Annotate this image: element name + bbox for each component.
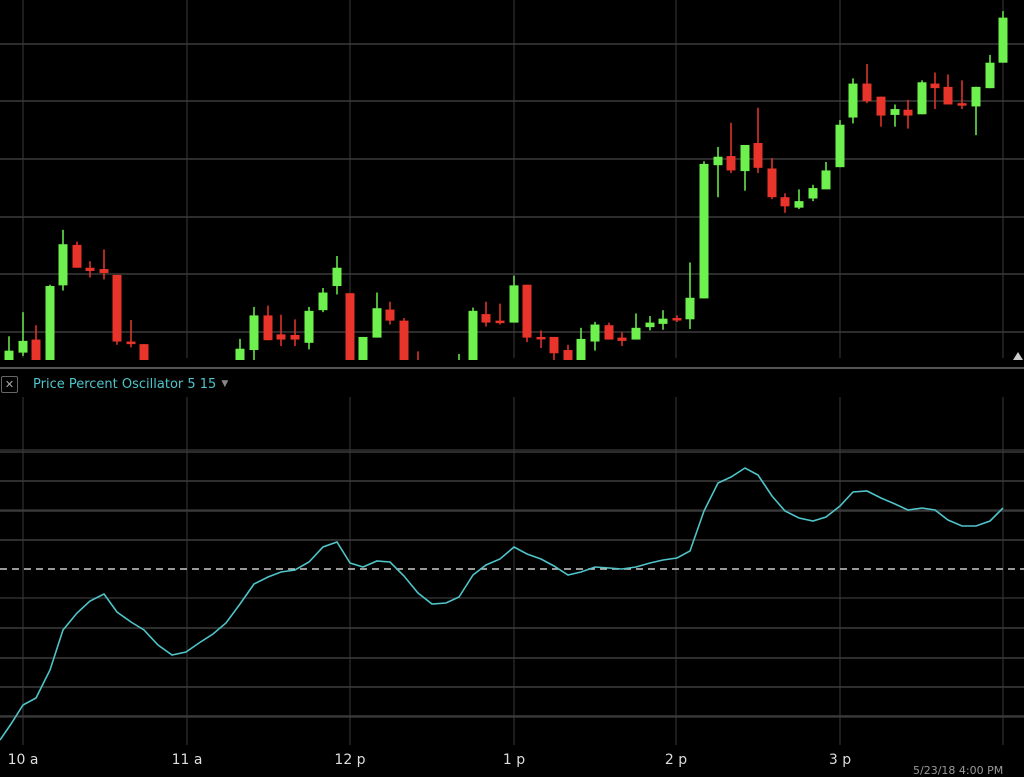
candle xyxy=(740,144,750,191)
candle xyxy=(458,353,460,360)
candle xyxy=(85,261,95,278)
candle xyxy=(658,310,668,330)
candle xyxy=(31,325,41,360)
candle xyxy=(45,284,55,360)
candle xyxy=(318,287,328,313)
candle xyxy=(481,301,491,327)
candle xyxy=(304,306,314,350)
candle xyxy=(699,161,709,299)
candle xyxy=(536,330,546,349)
candle xyxy=(4,336,14,360)
price-chart[interactable] xyxy=(0,0,1024,360)
candle xyxy=(604,322,614,340)
candle xyxy=(876,96,886,127)
candle xyxy=(753,107,763,174)
candle xyxy=(249,306,259,360)
candle xyxy=(767,158,777,200)
candle xyxy=(685,262,695,330)
candle xyxy=(590,321,600,351)
candle xyxy=(290,319,300,347)
oscillator-line xyxy=(0,467,1004,741)
panel-divider[interactable] xyxy=(0,367,1024,369)
candle xyxy=(794,189,804,209)
candle xyxy=(971,86,981,136)
candle xyxy=(672,315,682,322)
close-indicator-button[interactable]: ✕ xyxy=(1,375,18,393)
oscillator-chart[interactable] xyxy=(0,390,1024,745)
indicator-title[interactable]: Price Percent Oscillator 5 15 xyxy=(33,376,217,392)
candle xyxy=(576,327,586,360)
candle xyxy=(713,146,723,198)
candle xyxy=(917,80,927,115)
candle xyxy=(139,344,149,360)
scroll-up-icon[interactable] xyxy=(1012,351,1024,361)
candle xyxy=(957,80,967,110)
candle xyxy=(509,275,519,323)
candle xyxy=(126,319,136,348)
candle xyxy=(372,292,382,338)
candle xyxy=(998,11,1008,63)
x-tick-label: 10 a xyxy=(7,752,39,768)
indicator-header: ✕ Price Percent Oscillator 5 15 ▼ xyxy=(0,372,400,396)
x-tick-label: 2 p xyxy=(664,752,688,768)
candle xyxy=(522,284,532,343)
candle xyxy=(808,184,818,202)
candle xyxy=(726,122,736,174)
candle xyxy=(862,63,872,104)
candle xyxy=(848,78,858,124)
candle xyxy=(930,72,940,110)
candle xyxy=(358,336,368,360)
x-tick-label: 1 p xyxy=(502,752,526,768)
x-tick-label: 11 a xyxy=(171,752,203,768)
caret-down-icon[interactable]: ▼ xyxy=(221,379,229,389)
candle xyxy=(18,312,28,356)
candle xyxy=(495,303,505,325)
candle xyxy=(399,318,409,360)
x-tick-label: 12 p xyxy=(334,752,366,768)
candle xyxy=(563,344,573,360)
candle xyxy=(631,313,641,340)
candle xyxy=(549,336,559,360)
candle xyxy=(617,332,627,347)
candle xyxy=(821,161,831,190)
candle xyxy=(72,241,82,268)
candle xyxy=(58,229,68,291)
x-icon: ✕ xyxy=(4,377,15,391)
candle xyxy=(332,255,342,295)
candle xyxy=(235,338,245,360)
candle xyxy=(112,274,122,345)
x-tick-label: 3 p xyxy=(828,752,852,768)
candle xyxy=(276,314,286,347)
candle xyxy=(263,305,273,341)
candle xyxy=(890,104,900,127)
candle xyxy=(780,193,790,213)
candle xyxy=(645,316,655,331)
candle xyxy=(99,249,109,280)
candle xyxy=(417,351,419,360)
candle xyxy=(903,99,913,129)
candle xyxy=(385,301,395,325)
candle xyxy=(835,120,845,168)
candle xyxy=(985,54,995,89)
candle xyxy=(943,74,953,105)
candle xyxy=(345,293,355,360)
candle xyxy=(468,307,478,360)
